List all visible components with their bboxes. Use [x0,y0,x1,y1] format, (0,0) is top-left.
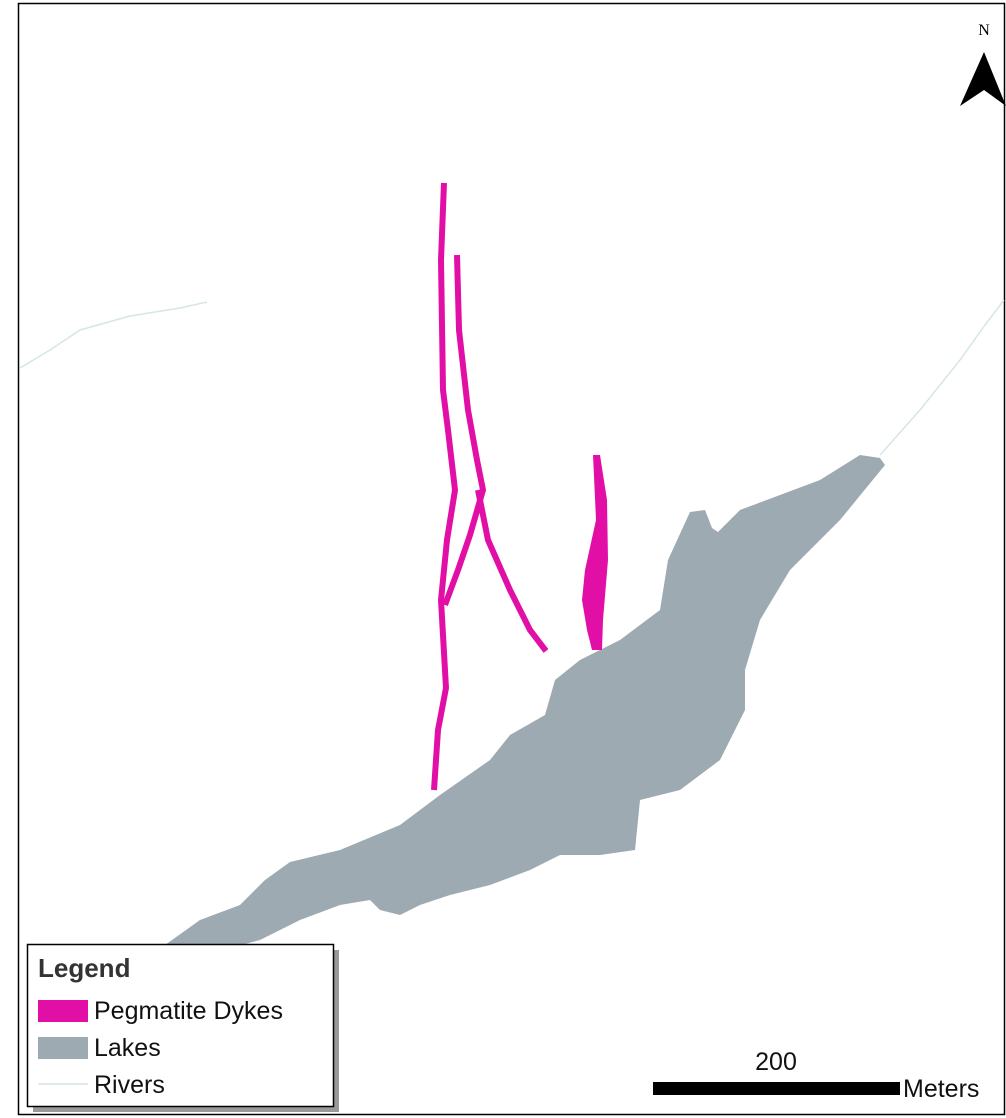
legend-swatch [38,1000,88,1022]
legend-box [26,943,335,1108]
legend-swatch [38,1037,88,1059]
scale-distance: 200 [755,1048,797,1076]
dykes [431,182,549,791]
north-label: N [978,22,990,39]
map-frame [17,2,1006,1116]
river [879,299,1005,456]
river [19,301,208,369]
legend-title: Legend [38,953,130,983]
north-arrow [960,52,1006,106]
dyke [442,254,486,607]
legend-label: Pegmatite Dykes [94,997,283,1025]
dyke [582,455,608,650]
scale-unit: Meters [903,1075,979,1103]
dyke [475,489,549,653]
scale-bar [653,1082,900,1095]
legend-label: Lakes [94,1034,161,1062]
legend-label: Rivers [94,1071,165,1099]
lake [165,455,885,955]
dyke [431,182,458,791]
